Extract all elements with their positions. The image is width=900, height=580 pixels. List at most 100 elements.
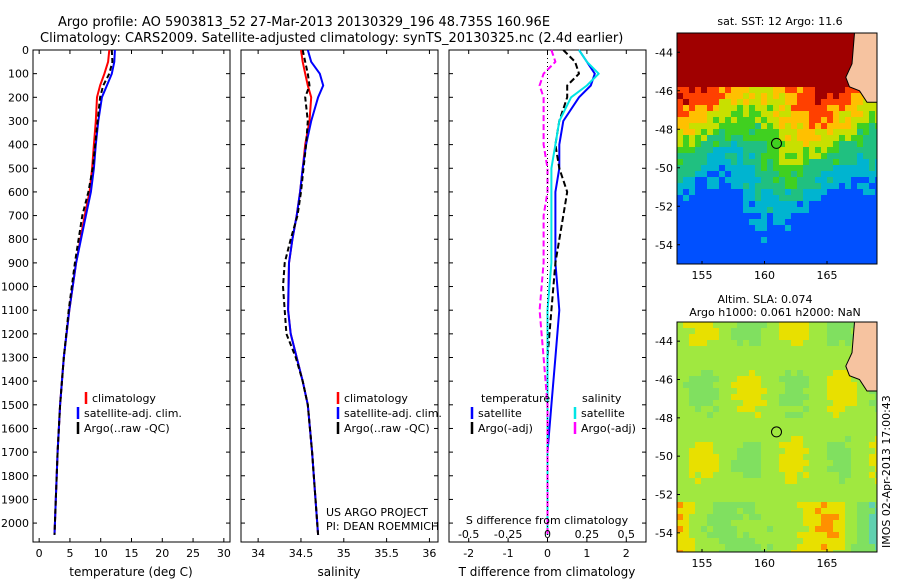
map-cell [869,225,875,231]
map-cell [707,502,713,508]
map-cell [719,340,725,346]
map-cell [683,69,689,75]
map-cell [695,490,701,496]
map-cell [683,532,689,538]
map-cell [773,129,779,135]
map-cell [683,141,689,147]
map-cell [779,249,785,255]
map-cell [701,532,707,538]
map-cell [695,123,701,129]
map-cell [683,87,689,93]
map-cell [815,448,821,454]
map-cell [773,171,779,177]
map-cell [797,99,803,105]
map-cell [803,502,809,508]
map-cell [761,544,767,550]
map-cell [749,388,755,394]
map-cell [779,322,785,328]
map-cell [743,261,749,264]
map-cell [725,334,731,340]
difference-xlabel2: S difference from climatology [466,514,629,527]
map-cell [827,406,833,412]
map-cell [737,219,743,225]
map-cell [761,460,767,466]
map-cell [797,243,803,249]
map-cell [707,406,713,412]
map-cell [803,87,809,93]
map-cell [707,261,713,264]
map-cell [785,460,791,466]
map-cell [851,460,857,466]
map-cell [731,394,737,400]
map-cell [731,328,737,334]
map-cell [851,406,857,412]
map-cell [821,153,827,159]
map-cell [683,346,689,352]
map-cell [713,261,719,264]
map-cell [689,141,695,147]
map-cell [815,159,821,165]
map-cell [785,322,791,328]
map-cell [683,207,689,213]
map-cell [719,135,725,141]
map-cell [827,424,833,430]
map-cell [809,159,815,165]
map-cell [713,93,719,99]
map-cell [863,141,869,147]
map-cell [731,33,737,39]
map-cell [869,484,875,490]
map-cell [869,141,875,147]
map-cell [719,237,725,243]
map-cell [851,394,857,400]
map-cell [761,388,767,394]
map-cell [689,81,695,87]
map-cell [809,123,815,129]
map-cell [749,93,755,99]
map-cell [797,33,803,39]
map-cell [677,418,683,424]
map-cell [719,57,725,63]
map-cell [725,231,731,237]
map-cell [827,99,833,105]
map-cell [737,141,743,147]
map-cell [803,123,809,129]
map-cell [869,514,875,520]
map-cell [677,99,683,105]
map-cell [797,538,803,544]
map-cell [737,153,743,159]
map-cell [701,63,707,69]
map-cell [695,442,701,448]
map-cell [809,502,815,508]
map-cell [737,454,743,460]
map-cell [773,544,779,550]
map-cell [731,207,737,213]
map-cell [749,207,755,213]
map-cell [875,213,877,219]
map-cell [785,117,791,123]
map-cell [797,526,803,532]
map-cell [725,159,731,165]
map-cell [833,376,839,382]
map-y-tick-label: -54 [655,527,673,540]
map-cell [827,123,833,129]
map-cell [791,111,797,117]
map-cell [803,400,809,406]
map-cell [821,33,827,39]
map-cell [857,219,863,225]
map-cell [827,442,833,448]
map-cell [797,478,803,484]
map-cell [809,33,815,39]
map-cell [863,117,869,123]
map-cell [833,105,839,111]
map-cell [737,448,743,454]
map-cell [785,81,791,87]
map-cell [815,538,821,544]
map-cell [719,81,725,87]
map-cell [749,63,755,69]
map-cell [683,328,689,334]
map-cell [755,520,761,526]
map-cell [785,75,791,81]
map-cell [719,454,725,460]
map-cell [731,436,737,442]
map-cell [827,436,833,442]
